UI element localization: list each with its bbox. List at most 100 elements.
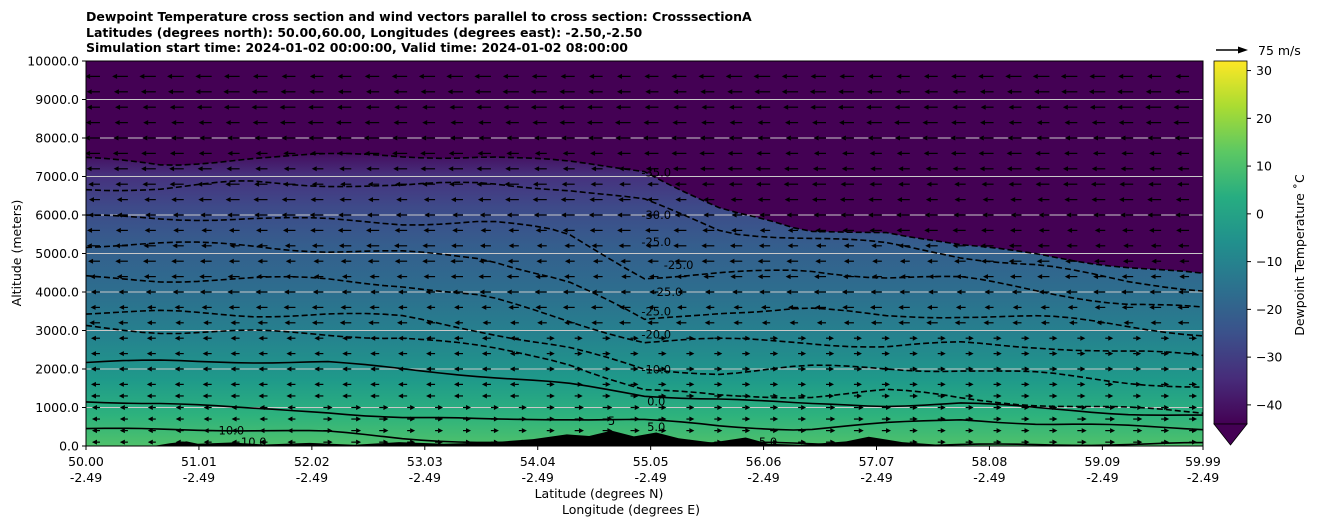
wind-vector-head — [618, 166, 624, 172]
wind-vector-head — [549, 405, 555, 410]
wind-vector-head — [1062, 104, 1068, 110]
wind-vector-head — [759, 289, 765, 295]
wind-vector-head — [700, 166, 706, 172]
wind-vector-head — [1052, 439, 1058, 445]
wind-vector-head — [418, 73, 424, 79]
wind-vector-head — [1147, 197, 1153, 203]
wind-vector-head — [227, 135, 233, 141]
wind-vector-head — [1090, 181, 1096, 187]
wind-vector-head — [1024, 366, 1030, 372]
wind-vector-head — [115, 181, 121, 187]
wind-vector-head — [968, 335, 974, 341]
wind-vector-head — [1037, 243, 1043, 249]
wind-vector-head — [810, 73, 816, 79]
wind-vector-head — [506, 150, 512, 156]
wind-vector-head — [1175, 73, 1181, 79]
wind-vector-head — [253, 197, 259, 203]
wind-vector-head — [979, 89, 985, 95]
wind-vector-head — [896, 150, 902, 156]
wind-vector-head — [1081, 428, 1087, 434]
wind-vector-head — [507, 258, 513, 264]
x-tick-label-lon: -2.49 — [634, 470, 666, 485]
wind-vector-head — [925, 166, 931, 172]
wind-vector-head — [981, 181, 987, 187]
wind-vector-head — [535, 304, 541, 310]
wind-vector-head — [223, 104, 229, 110]
y-tick-label: 6000.0 — [35, 208, 79, 223]
x-tick-label-lon: -2.49 — [70, 470, 102, 485]
wind-vector-head — [1052, 366, 1058, 372]
wind-vector-head — [481, 366, 487, 372]
wind-vector-head — [394, 243, 400, 249]
wind-vector-head — [327, 405, 333, 410]
wind-vector-head — [534, 289, 540, 295]
wind-vector-head — [171, 120, 177, 126]
wind-vector-head — [870, 289, 876, 295]
wind-vector-head — [745, 393, 751, 399]
wind-vector-head — [813, 150, 819, 156]
wind-vector-head — [840, 212, 846, 218]
x-tick-label-lat: 59.99 — [1185, 454, 1221, 469]
title-line-3: Simulation start time: 2024-01-02 00:00:… — [86, 40, 628, 55]
wind-vector-head — [589, 73, 595, 79]
wind-vector-head — [815, 227, 821, 233]
x-tick-label-lon: -2.49 — [747, 470, 779, 485]
wind-vector-head — [446, 73, 452, 79]
wind-vector-head — [339, 166, 345, 172]
wind-vector-head — [676, 274, 682, 280]
wind-vector-head — [314, 351, 320, 357]
wind-vector-head — [745, 416, 751, 422]
wind-vector-head — [1092, 150, 1098, 156]
wind-vector-head — [923, 73, 929, 79]
wind-vector-head — [199, 258, 205, 264]
wind-vector-head — [172, 243, 178, 249]
wind-vector-head — [926, 181, 932, 187]
wind-vector-head — [954, 197, 960, 203]
wind-vector-head — [86, 166, 92, 172]
wind-vector-head — [605, 335, 611, 341]
wind-vector-head — [717, 393, 723, 399]
chart-title: Dewpoint Temperature cross section and w… — [86, 9, 752, 56]
wind-vector-head — [287, 405, 293, 410]
wind-vector-head — [649, 289, 655, 295]
wind-vector-head — [1036, 135, 1042, 141]
wind-vector-head — [171, 258, 177, 264]
wind-vector-head — [830, 428, 836, 434]
wind-vector-head — [661, 366, 667, 372]
wind-vector-head — [559, 89, 565, 95]
x-tick-label-lat: 55.05 — [633, 454, 669, 469]
wind-vector-head — [1062, 166, 1068, 172]
wind-vector-head — [534, 150, 540, 156]
wind-vector-head — [448, 150, 454, 156]
wind-vector-head — [811, 181, 817, 187]
wind-vector-head — [144, 197, 150, 203]
wind-vector-head — [620, 258, 626, 264]
wind-vector-head — [478, 120, 484, 126]
wind-vector-head — [1120, 212, 1126, 218]
contour-line — [86, 309, 1203, 388]
wind-vector-head — [1007, 89, 1013, 95]
wind-vector-head — [255, 166, 261, 172]
wind-vector-head — [781, 89, 787, 95]
wind-vector-head — [756, 150, 762, 156]
wind-vector-head — [894, 135, 900, 141]
wind-vector-head — [259, 428, 265, 434]
wind-vector-head — [337, 104, 343, 110]
wind-vector-head — [422, 120, 428, 126]
wind-vector-head — [1005, 73, 1011, 79]
wind-vector-head — [618, 243, 624, 249]
wind-vector-head — [898, 304, 904, 310]
wind-vector-head — [950, 150, 956, 156]
wind-vector-head — [980, 120, 986, 126]
wind-vector-head — [279, 120, 285, 126]
wind-vector-head — [225, 197, 231, 203]
wind-vector-head — [146, 381, 152, 387]
y-tick-label: 4000.0 — [35, 285, 79, 300]
wind-vector-head — [339, 197, 345, 203]
wind-vector-head — [956, 289, 962, 295]
wind-vector-head — [426, 366, 432, 372]
wind-vector-head — [143, 243, 149, 249]
wind-vector-head — [954, 258, 960, 264]
wind-vector-head — [420, 166, 426, 172]
wind-vector-head — [1164, 335, 1170, 341]
